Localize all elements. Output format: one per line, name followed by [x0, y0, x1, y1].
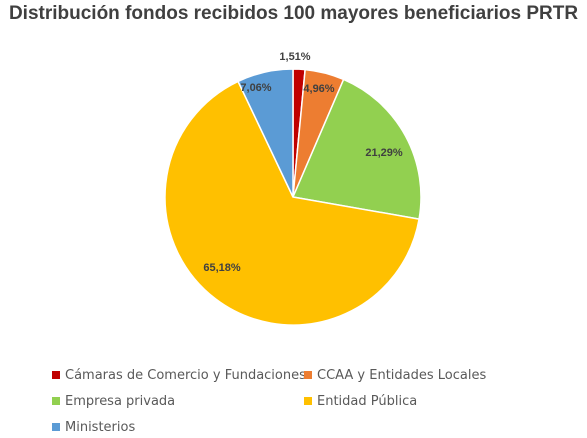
- legend-swatch: [52, 371, 60, 379]
- chart-legend: Cámaras de Comercio y Fundaciones CCAA y …: [52, 366, 572, 436]
- legend-swatch: [304, 397, 312, 405]
- pie-chart: 1,51% 4,96% 21,29% 65,18% 7,06%: [164, 51, 422, 326]
- legend-item: CCAA y Entidades Locales: [304, 366, 564, 384]
- legend-item: Empresa privada: [52, 392, 304, 410]
- legend-label: Empresa privada: [65, 393, 176, 409]
- legend-swatch: [304, 371, 312, 379]
- pie-slice: [237, 68, 294, 198]
- legend-swatch: [52, 397, 60, 405]
- pie-slice: [291, 78, 422, 220]
- slice-data-label: 21,29%: [365, 147, 403, 159]
- legend-item: Cámaras de Comercio y Fundaciones: [52, 366, 306, 384]
- legend-swatch: [52, 423, 60, 431]
- legend-label: CCAA y Entidades Locales: [317, 367, 487, 383]
- slice-data-label: 4,96%: [303, 83, 334, 95]
- legend-item: Entidad Pública: [304, 392, 564, 410]
- slice-data-label: 7,06%: [240, 82, 271, 94]
- legend-label: Cámaras de Comercio y Fundaciones: [65, 367, 306, 383]
- legend-label: Ministerios: [65, 419, 136, 435]
- legend-item: Ministerios: [52, 418, 304, 436]
- slice-data-label: 1,51%: [279, 51, 310, 63]
- pie-slice: [164, 80, 420, 326]
- legend-label: Entidad Pública: [317, 393, 418, 409]
- slice-data-label: 65,18%: [203, 262, 241, 274]
- chart-title: Distribución fondos recibidos 100 mayore…: [8, 3, 579, 24]
